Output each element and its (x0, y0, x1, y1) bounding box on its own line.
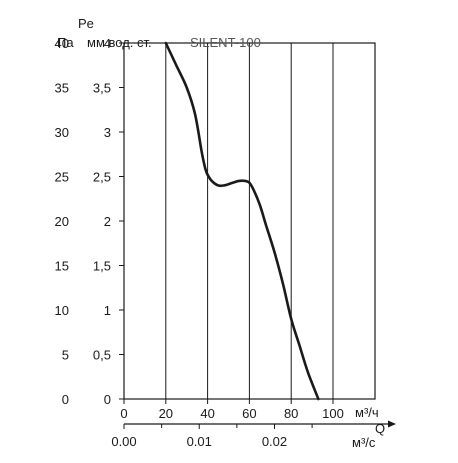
y-tick-label-pa: 10 (55, 303, 69, 318)
x-unit-h-label: м³/ч (355, 405, 379, 420)
y-tick-label-pa: 30 (55, 125, 69, 140)
x-unit-s-label: м³/с (352, 435, 376, 450)
y-unit-pa-label: Па (57, 35, 74, 50)
x-tick-label: 40 (200, 406, 214, 421)
x-axis-title: Q (375, 421, 385, 436)
x-tick-label: 100 (322, 406, 344, 421)
y-tick-label-mm: 4 (104, 36, 111, 51)
y-tick-label-pa: 5 (62, 348, 69, 363)
x-tick-label: 60 (242, 406, 256, 421)
x-tick-label: 20 (159, 406, 173, 421)
y-tick-label-mm: 1 (104, 303, 111, 318)
y-tick-label-pa: 40 (55, 36, 69, 51)
y-tick-label-mm: 0 (104, 392, 111, 407)
label-layer: Pe Па мм вод. ст. SILENT-100 м³/ч Q м³/с… (55, 16, 386, 450)
x-tick-label: 0 (120, 406, 127, 421)
y-tick-label-pa: 25 (55, 170, 69, 185)
x2-tick-label: 0.02 (262, 434, 287, 449)
y-tick-label-mm: 2,5 (93, 170, 111, 185)
x2-tick-label: 0.01 (187, 434, 212, 449)
y-tick-label-mm: 3 (104, 125, 111, 140)
series-line-0 (164, 41, 320, 401)
y-unit-mm-label: мм вод. ст. (87, 35, 152, 50)
grid-layer (165, 43, 334, 399)
y-tick-label-pa: 35 (55, 81, 69, 96)
x-tick-label: 80 (284, 406, 298, 421)
y-tick-label-mm: 0,5 (93, 348, 111, 363)
y-tick-label-mm: 2 (104, 214, 111, 229)
axis-layer (119, 42, 396, 429)
x2-axis-arrow (388, 420, 396, 428)
y-tick-label-pa: 0 (62, 392, 69, 407)
y-tick-label-pa: 20 (55, 214, 69, 229)
x2-tick-label: 0.00 (111, 434, 136, 449)
y-tick-label-pa: 15 (55, 259, 69, 274)
y-tick-label-mm: 1,5 (93, 259, 111, 274)
y-tick-label-mm: 3,5 (93, 81, 111, 96)
y-axis-title: Pe (78, 16, 94, 31)
chart-title: SILENT-100 (190, 35, 261, 50)
series-layer (164, 41, 320, 401)
